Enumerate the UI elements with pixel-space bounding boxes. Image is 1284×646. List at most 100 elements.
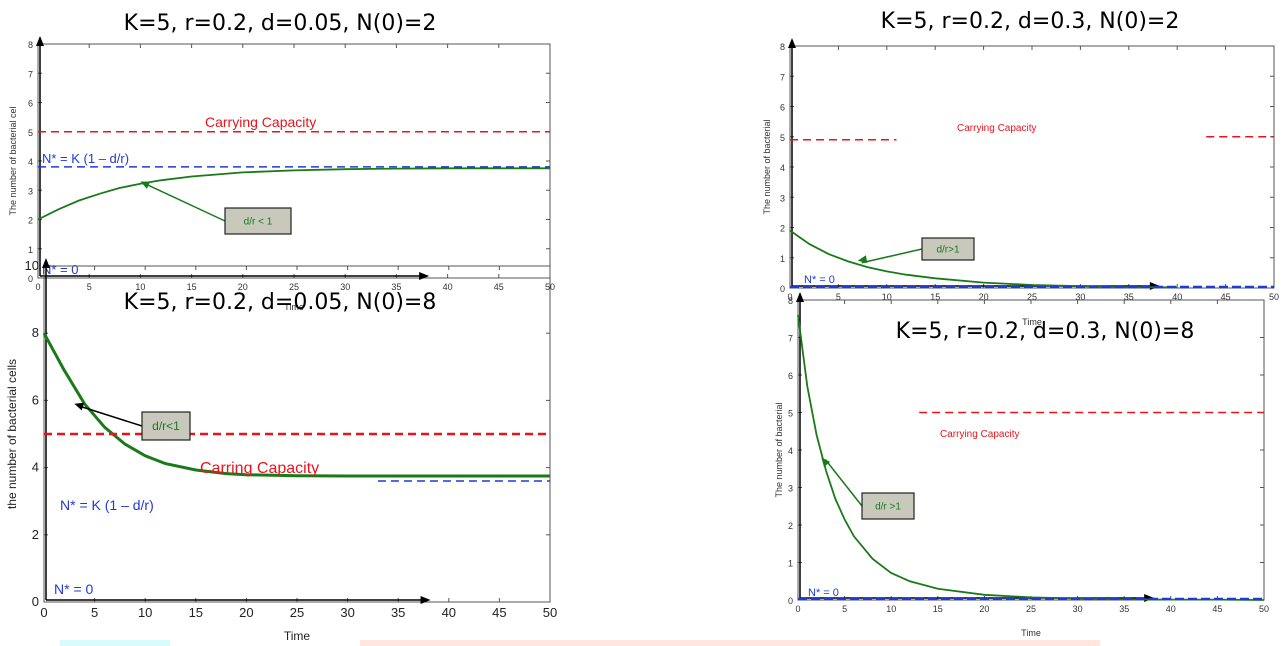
y-tick-label: 0 bbox=[788, 596, 793, 606]
ratio-callout-label: d/r<1 bbox=[152, 419, 180, 433]
y-tick-label: 7 bbox=[788, 334, 793, 344]
carrying-capacity-label: Carring Capacity bbox=[200, 460, 319, 477]
x-tick-label: 10 bbox=[882, 292, 892, 302]
ratio-callout-box bbox=[861, 492, 915, 520]
y-tick-label: 8 bbox=[32, 325, 39, 340]
y-tick-label: 8 bbox=[780, 42, 785, 52]
ratio-callout-box bbox=[224, 207, 292, 235]
chart-title: K=5, r=0.2, d=0.3, N(0)=8 bbox=[896, 319, 1195, 344]
y-tick-label: 5 bbox=[788, 409, 793, 419]
x-tick-label: 10 bbox=[886, 604, 896, 614]
x-tick-label: 10 bbox=[138, 605, 152, 620]
arrowhead-icon bbox=[36, 36, 44, 46]
callout-arrow bbox=[861, 248, 923, 264]
callout-arrow bbox=[78, 405, 143, 427]
x-tick-label: 40 bbox=[442, 605, 456, 620]
x-tick-label: 10 bbox=[135, 282, 145, 292]
arrowhead-icon bbox=[42, 258, 50, 268]
y-tick-label: 0 bbox=[32, 594, 39, 609]
y-tick-label: 4 bbox=[32, 460, 39, 475]
y-tick-label: 4 bbox=[28, 157, 33, 167]
x-tick-label: 50 bbox=[543, 605, 557, 620]
x-tick-label: 30 bbox=[1073, 604, 1083, 614]
x-tick-label: 15 bbox=[930, 292, 940, 302]
plot-frame bbox=[797, 299, 1265, 601]
y-tick-label: 8 bbox=[788, 296, 793, 306]
arrowhead-icon bbox=[419, 272, 430, 280]
y-tick-label: 6 bbox=[32, 392, 39, 407]
x-tick-label: 35 bbox=[1124, 292, 1134, 302]
zero-equilibrium-label: N* = 0 bbox=[54, 581, 94, 597]
y-tick-label: 10 bbox=[25, 258, 39, 273]
x-tick-label: 45 bbox=[492, 605, 506, 620]
x-axis-label: Time bbox=[1022, 317, 1042, 327]
y-axis-label: The number of bacterial cel bbox=[8, 106, 18, 215]
y-tick-label: 1 bbox=[28, 245, 33, 255]
x-tick-label: 20 bbox=[979, 292, 989, 302]
y-tick-label: 5 bbox=[28, 128, 33, 138]
x-tick-label: 15 bbox=[933, 604, 943, 614]
chart-panel-1: K=5, r=0.2, d=0.05, N(0)=20 5 10 15 20 25 30 35… bbox=[8, 11, 555, 312]
x-axis-label: Time bbox=[284, 302, 304, 312]
arrowhead-icon bbox=[821, 457, 831, 467]
y-tick-label: 2 bbox=[788, 521, 793, 531]
y-tick-label: 5 bbox=[780, 133, 785, 143]
x-tick-label: 25 bbox=[1026, 604, 1036, 614]
x-tick-label: 20 bbox=[239, 605, 253, 620]
x-tick-label: 45 bbox=[1212, 604, 1222, 614]
arrowhead-icon bbox=[857, 255, 868, 264]
y-tick-label: 0 bbox=[28, 274, 33, 284]
y-axis-label: the number of bacterial cells bbox=[5, 359, 19, 509]
ratio-callout-label: d/r >1 bbox=[875, 501, 901, 512]
x-tick-label: 45 bbox=[1221, 292, 1231, 302]
y-tick-label: 2 bbox=[28, 216, 33, 226]
chart-title: K=5, r=0.2, d=0.05, N(0)=2 bbox=[124, 11, 437, 36]
x-tick-label: 35 bbox=[391, 282, 401, 292]
callout-arrow bbox=[144, 182, 226, 222]
ratio-callout-label: d/r < 1 bbox=[244, 216, 273, 227]
x-tick-label: 35 bbox=[391, 605, 405, 620]
x-tick-label: 35 bbox=[1119, 604, 1129, 614]
y-tick-label: 1 bbox=[788, 559, 793, 569]
arrowhead-icon bbox=[420, 596, 431, 604]
x-axis-label: Time bbox=[284, 629, 311, 643]
chart-panel-4: K=5, r=0.2, d=0.3, N(0)=80 5 10 15 20 25 30 35 4… bbox=[774, 292, 1269, 638]
chart-title: K=5, r=0.2, d=0.3, N(0)=2 bbox=[881, 9, 1180, 34]
carrying-capacity-label: Carrying Capacity bbox=[940, 429, 1019, 440]
y-tick-label: 8 bbox=[28, 40, 33, 50]
x-tick-label: 30 bbox=[1075, 292, 1085, 302]
zero-equilibrium-label: N* = 0 bbox=[804, 274, 835, 286]
y-tick-label: 2 bbox=[780, 224, 785, 234]
footer-band bbox=[60, 640, 170, 646]
x-tick-label: 0 bbox=[40, 605, 47, 620]
population-curve bbox=[37, 167, 550, 221]
footer-band bbox=[360, 640, 540, 646]
x-tick-label: 45 bbox=[494, 282, 504, 292]
y-tick-label: 2 bbox=[32, 527, 39, 542]
equilibrium-label: N* = K (1 – d/r) bbox=[60, 497, 154, 513]
chart-title: K=5, r=0.2, d=0.05, N(0)=8 bbox=[124, 290, 437, 315]
x-tick-label: 0 bbox=[787, 292, 792, 302]
x-tick-label: 0 bbox=[35, 282, 40, 292]
y-tick-label: 0 bbox=[780, 284, 785, 294]
y-tick-label: 1 bbox=[780, 254, 785, 264]
x-tick-label: 5 bbox=[87, 282, 92, 292]
x-tick-label: 15 bbox=[187, 282, 197, 292]
y-axis-label: The number of bacterial bbox=[774, 402, 784, 497]
y-tick-label: 7 bbox=[28, 69, 33, 79]
ratio-callout-box bbox=[921, 237, 975, 261]
callout-arrow bbox=[824, 459, 863, 507]
y-tick-label: 6 bbox=[780, 103, 785, 113]
x-tick-label: 5 bbox=[836, 292, 841, 302]
plot-frame bbox=[789, 45, 1275, 289]
x-tick-label: 25 bbox=[289, 282, 299, 292]
x-tick-label: 40 bbox=[1166, 604, 1176, 614]
x-tick-label: 30 bbox=[340, 605, 354, 620]
x-tick-label: 5 bbox=[91, 605, 98, 620]
y-tick-label: 6 bbox=[788, 371, 793, 381]
footer-band bbox=[540, 640, 1100, 646]
x-tick-label: 20 bbox=[238, 282, 248, 292]
arrowhead-icon bbox=[788, 38, 796, 48]
x-tick-label: 15 bbox=[189, 605, 203, 620]
